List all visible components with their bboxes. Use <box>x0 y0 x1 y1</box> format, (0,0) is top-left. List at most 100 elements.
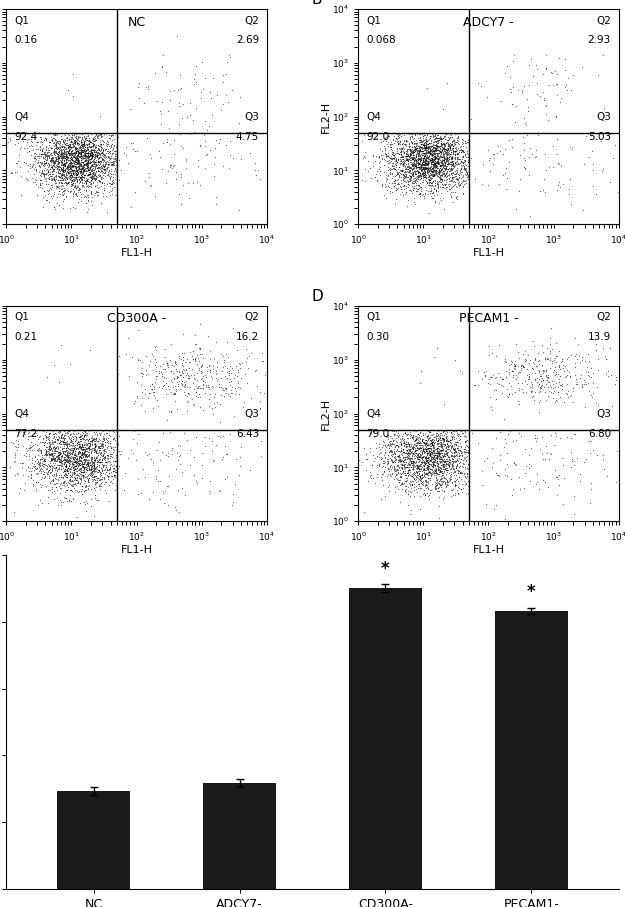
Point <box>387 147 397 161</box>
Point <box>64 148 74 162</box>
Point <box>461 454 471 468</box>
Point <box>394 165 404 180</box>
Point <box>405 142 415 157</box>
Point <box>68 430 78 444</box>
Point <box>432 136 442 151</box>
Point <box>556 355 566 369</box>
Point <box>79 462 89 476</box>
Point <box>52 134 62 149</box>
Point <box>78 170 88 184</box>
Point <box>132 436 142 451</box>
Point <box>436 145 446 160</box>
Point <box>91 444 101 459</box>
Point <box>91 145 101 160</box>
Point <box>419 161 429 175</box>
Point <box>511 433 521 447</box>
Point <box>157 381 167 395</box>
Point <box>62 478 72 493</box>
Point <box>452 147 462 161</box>
Point <box>430 451 440 465</box>
Point <box>246 391 256 405</box>
Point <box>39 153 49 168</box>
Point <box>419 435 429 450</box>
Point <box>62 165 72 180</box>
Point <box>426 444 436 459</box>
Point <box>90 179 100 193</box>
Point <box>98 186 108 200</box>
Point <box>368 159 378 173</box>
Point <box>399 435 409 450</box>
Point <box>404 148 414 162</box>
Point <box>86 445 96 460</box>
Point <box>92 454 103 469</box>
Point <box>26 135 36 150</box>
Point <box>90 474 100 489</box>
Point <box>427 428 437 443</box>
Point <box>59 163 69 178</box>
Point <box>423 481 433 495</box>
Point <box>121 346 131 361</box>
Point <box>84 131 94 145</box>
Point <box>458 142 468 157</box>
Point <box>426 155 436 170</box>
Point <box>402 151 412 166</box>
Point <box>558 357 568 372</box>
Point <box>57 147 67 161</box>
Point <box>438 141 448 156</box>
Point <box>71 442 81 456</box>
Point <box>66 151 76 166</box>
Point <box>54 143 64 158</box>
Point <box>539 364 549 378</box>
Point <box>429 129 439 143</box>
Point <box>436 136 446 151</box>
Point <box>73 445 83 460</box>
Point <box>412 181 422 196</box>
Point <box>449 159 459 173</box>
Point <box>426 154 436 169</box>
Point <box>387 467 397 482</box>
Point <box>472 364 482 378</box>
Point <box>54 155 64 170</box>
Point <box>420 463 430 478</box>
Point <box>376 135 386 150</box>
Point <box>10 136 20 151</box>
Point <box>95 162 105 177</box>
Point <box>390 446 400 461</box>
Point <box>56 458 66 473</box>
Point <box>78 145 88 160</box>
Point <box>147 382 157 396</box>
Point <box>56 449 66 463</box>
Point <box>411 449 421 463</box>
Point <box>448 441 458 455</box>
Point <box>439 432 449 446</box>
Point <box>66 488 76 502</box>
Point <box>153 463 163 477</box>
Point <box>61 431 71 445</box>
Point <box>447 138 457 152</box>
Point <box>194 381 204 395</box>
Point <box>59 167 69 181</box>
Point <box>454 451 464 465</box>
Point <box>95 143 105 158</box>
Point <box>54 160 64 174</box>
Point <box>531 359 541 374</box>
Point <box>428 174 438 189</box>
Point <box>96 153 106 168</box>
Point <box>379 460 389 474</box>
Point <box>90 442 100 456</box>
Point <box>399 169 409 183</box>
Point <box>49 450 59 464</box>
Point <box>446 157 456 171</box>
Point <box>459 155 469 170</box>
Point <box>61 491 71 505</box>
Point <box>69 462 79 476</box>
Point <box>68 452 78 466</box>
Point <box>86 492 96 506</box>
Point <box>107 173 118 188</box>
Point <box>442 141 452 156</box>
Point <box>76 456 86 471</box>
Point <box>410 159 420 173</box>
Point <box>391 126 401 141</box>
Point <box>444 438 454 453</box>
Point <box>558 497 568 512</box>
